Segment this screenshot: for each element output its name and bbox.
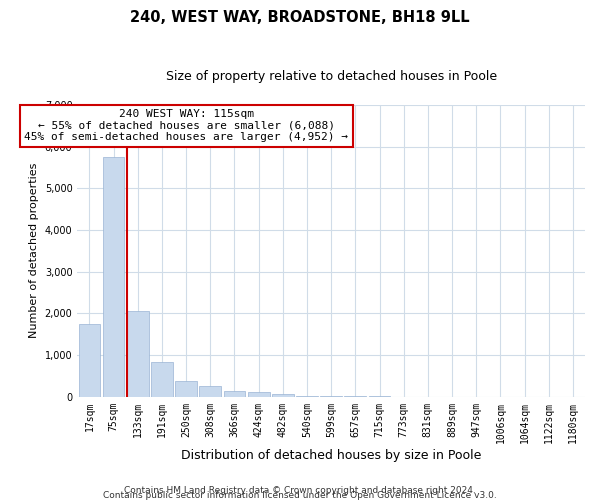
Bar bbox=[272, 394, 294, 396]
Text: 240, WEST WAY, BROADSTONE, BH18 9LL: 240, WEST WAY, BROADSTONE, BH18 9LL bbox=[130, 10, 470, 25]
Bar bbox=[151, 362, 173, 396]
Bar bbox=[127, 311, 149, 396]
Bar bbox=[103, 157, 124, 396]
Bar bbox=[224, 391, 245, 396]
Bar bbox=[199, 386, 221, 396]
X-axis label: Distribution of detached houses by size in Poole: Distribution of detached houses by size … bbox=[181, 450, 481, 462]
Y-axis label: Number of detached properties: Number of detached properties bbox=[29, 163, 39, 338]
Text: Contains public sector information licensed under the Open Government Licence v3: Contains public sector information licen… bbox=[103, 491, 497, 500]
Bar bbox=[79, 324, 100, 396]
Text: Contains HM Land Registry data © Crown copyright and database right 2024.: Contains HM Land Registry data © Crown c… bbox=[124, 486, 476, 495]
Text: 240 WEST WAY: 115sqm
← 55% of detached houses are smaller (6,088)
45% of semi-de: 240 WEST WAY: 115sqm ← 55% of detached h… bbox=[24, 109, 348, 142]
Title: Size of property relative to detached houses in Poole: Size of property relative to detached ho… bbox=[166, 70, 497, 83]
Bar bbox=[248, 392, 269, 396]
Bar bbox=[175, 380, 197, 396]
